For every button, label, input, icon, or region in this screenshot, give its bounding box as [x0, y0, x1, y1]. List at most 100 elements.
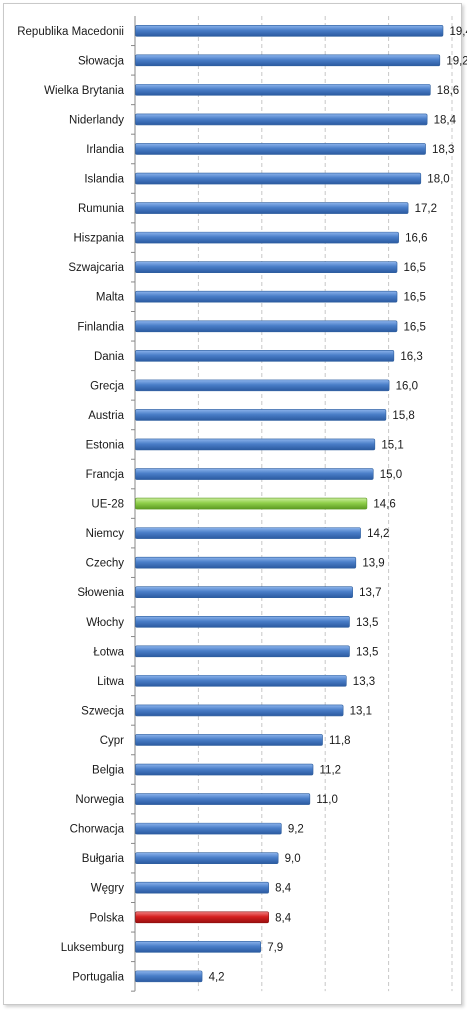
category-label: Norwegia: [75, 794, 124, 806]
category-label: Malta: [96, 292, 125, 304]
value-label: 15,1: [381, 439, 403, 451]
category-label: Włochy: [86, 617, 124, 629]
bar-13: [135, 409, 387, 421]
bar-18: [135, 556, 357, 569]
category-label: Dania: [94, 351, 125, 363]
category-label: Hiszpania: [74, 233, 125, 245]
category-label: Polska: [89, 912, 124, 924]
bar-4: [135, 143, 426, 155]
value-label: 16,5: [404, 292, 426, 304]
value-label: 18,6: [437, 85, 459, 97]
value-label: 13,7: [359, 587, 381, 599]
value-label: 18,3: [432, 144, 454, 156]
bar-17: [135, 527, 361, 539]
bar-3: [135, 113, 428, 126]
bar-0: [135, 24, 444, 37]
bar-32: [135, 970, 203, 983]
value-label: 17,2: [415, 203, 437, 215]
category-label: Węgry: [91, 883, 124, 895]
bar-9: [135, 290, 398, 303]
bar-22: [135, 675, 347, 687]
bar-21: [135, 645, 350, 658]
value-label: 9,2: [288, 824, 304, 836]
category-label: Portugalia: [72, 971, 124, 983]
value-label: 11,0: [316, 794, 338, 806]
category-label: UE-28: [91, 499, 124, 511]
category-label: Rumunia: [78, 203, 125, 215]
category-label: Irlandia: [86, 144, 124, 156]
category-label: Wielka Brytania: [44, 85, 124, 97]
category-label: Francja: [86, 469, 125, 481]
category-label: Estonia: [86, 439, 125, 451]
bar-20: [135, 615, 350, 628]
bar-10: [135, 320, 398, 333]
bar-12: [135, 379, 390, 392]
value-label: 18,0: [427, 174, 449, 186]
bar-24: [135, 734, 323, 746]
value-label: 16,6: [405, 233, 427, 245]
value-label: 14,6: [373, 499, 395, 511]
value-label: 13,9: [362, 558, 384, 570]
bar-1: [135, 54, 441, 67]
category-label: Słowacja: [78, 55, 125, 67]
value-label: 18,4: [434, 114, 457, 126]
bar-26: [135, 793, 311, 805]
bar-28: [135, 852, 279, 864]
category-label: Finlandia: [77, 321, 124, 333]
value-label: 13,5: [356, 617, 378, 629]
value-label: 15,0: [380, 469, 402, 481]
value-label: 16,3: [400, 351, 422, 363]
bar-23: [135, 704, 344, 717]
category-label: Słowenia: [77, 587, 124, 599]
category-label: Łotwa: [93, 646, 124, 658]
category-label: Bułgaria: [82, 853, 125, 865]
value-label: 9,0: [285, 853, 301, 865]
value-label: 11,2: [320, 765, 342, 777]
bar-25: [135, 763, 314, 776]
value-label: 16,5: [404, 262, 426, 274]
category-label: Szwecja: [81, 705, 124, 717]
value-label: 13,3: [353, 676, 375, 688]
value-label: 13,5: [356, 646, 378, 658]
value-label: 19,4: [449, 26, 467, 38]
category-label: Litwa: [97, 676, 124, 688]
value-label: 15,8: [392, 410, 414, 422]
bar-16: [135, 497, 368, 510]
value-label: 8,4: [275, 883, 292, 895]
value-label: 19,2: [446, 55, 467, 67]
category-label: Austria: [88, 410, 124, 422]
category-label: Luksemburg: [61, 942, 124, 954]
category-label: Czechy: [86, 558, 125, 570]
bar-30: [135, 911, 269, 924]
labels: Republika Macedonii 19,4 Słowacja 19,2 Wielk…: [17, 26, 467, 984]
category-label: Niderlandy: [69, 114, 124, 126]
value-label: 11,8: [329, 735, 351, 747]
bar-29: [135, 881, 269, 894]
value-label: 8,4: [275, 912, 292, 924]
category-label: Republika Macedonii: [17, 26, 124, 38]
category-label: Islandia: [84, 174, 124, 186]
bar-6: [135, 202, 409, 214]
value-label: 16,0: [396, 380, 418, 392]
value-label: 14,2: [367, 528, 389, 540]
bar-14: [135, 438, 376, 451]
value-label: 4,2: [209, 971, 225, 983]
category-label: Grecja: [90, 380, 124, 392]
bar-19: [135, 586, 353, 599]
value-label: 13,1: [350, 705, 372, 717]
bar-8: [135, 261, 398, 273]
category-label: Niemcy: [86, 528, 125, 540]
value-label: 16,5: [404, 321, 426, 333]
value-label: 7,9: [267, 942, 283, 954]
bar-2: [135, 84, 431, 96]
bar-7: [135, 231, 399, 244]
bar-11: [135, 350, 395, 362]
category-label: Chorwacja: [70, 824, 125, 836]
bar-5: [135, 172, 422, 185]
bar-27: [135, 822, 282, 835]
bar-15: [135, 468, 374, 480]
category-label: Cypr: [100, 735, 124, 747]
category-label: Szwajcaria: [68, 262, 124, 274]
category-label: Belgia: [92, 765, 125, 777]
